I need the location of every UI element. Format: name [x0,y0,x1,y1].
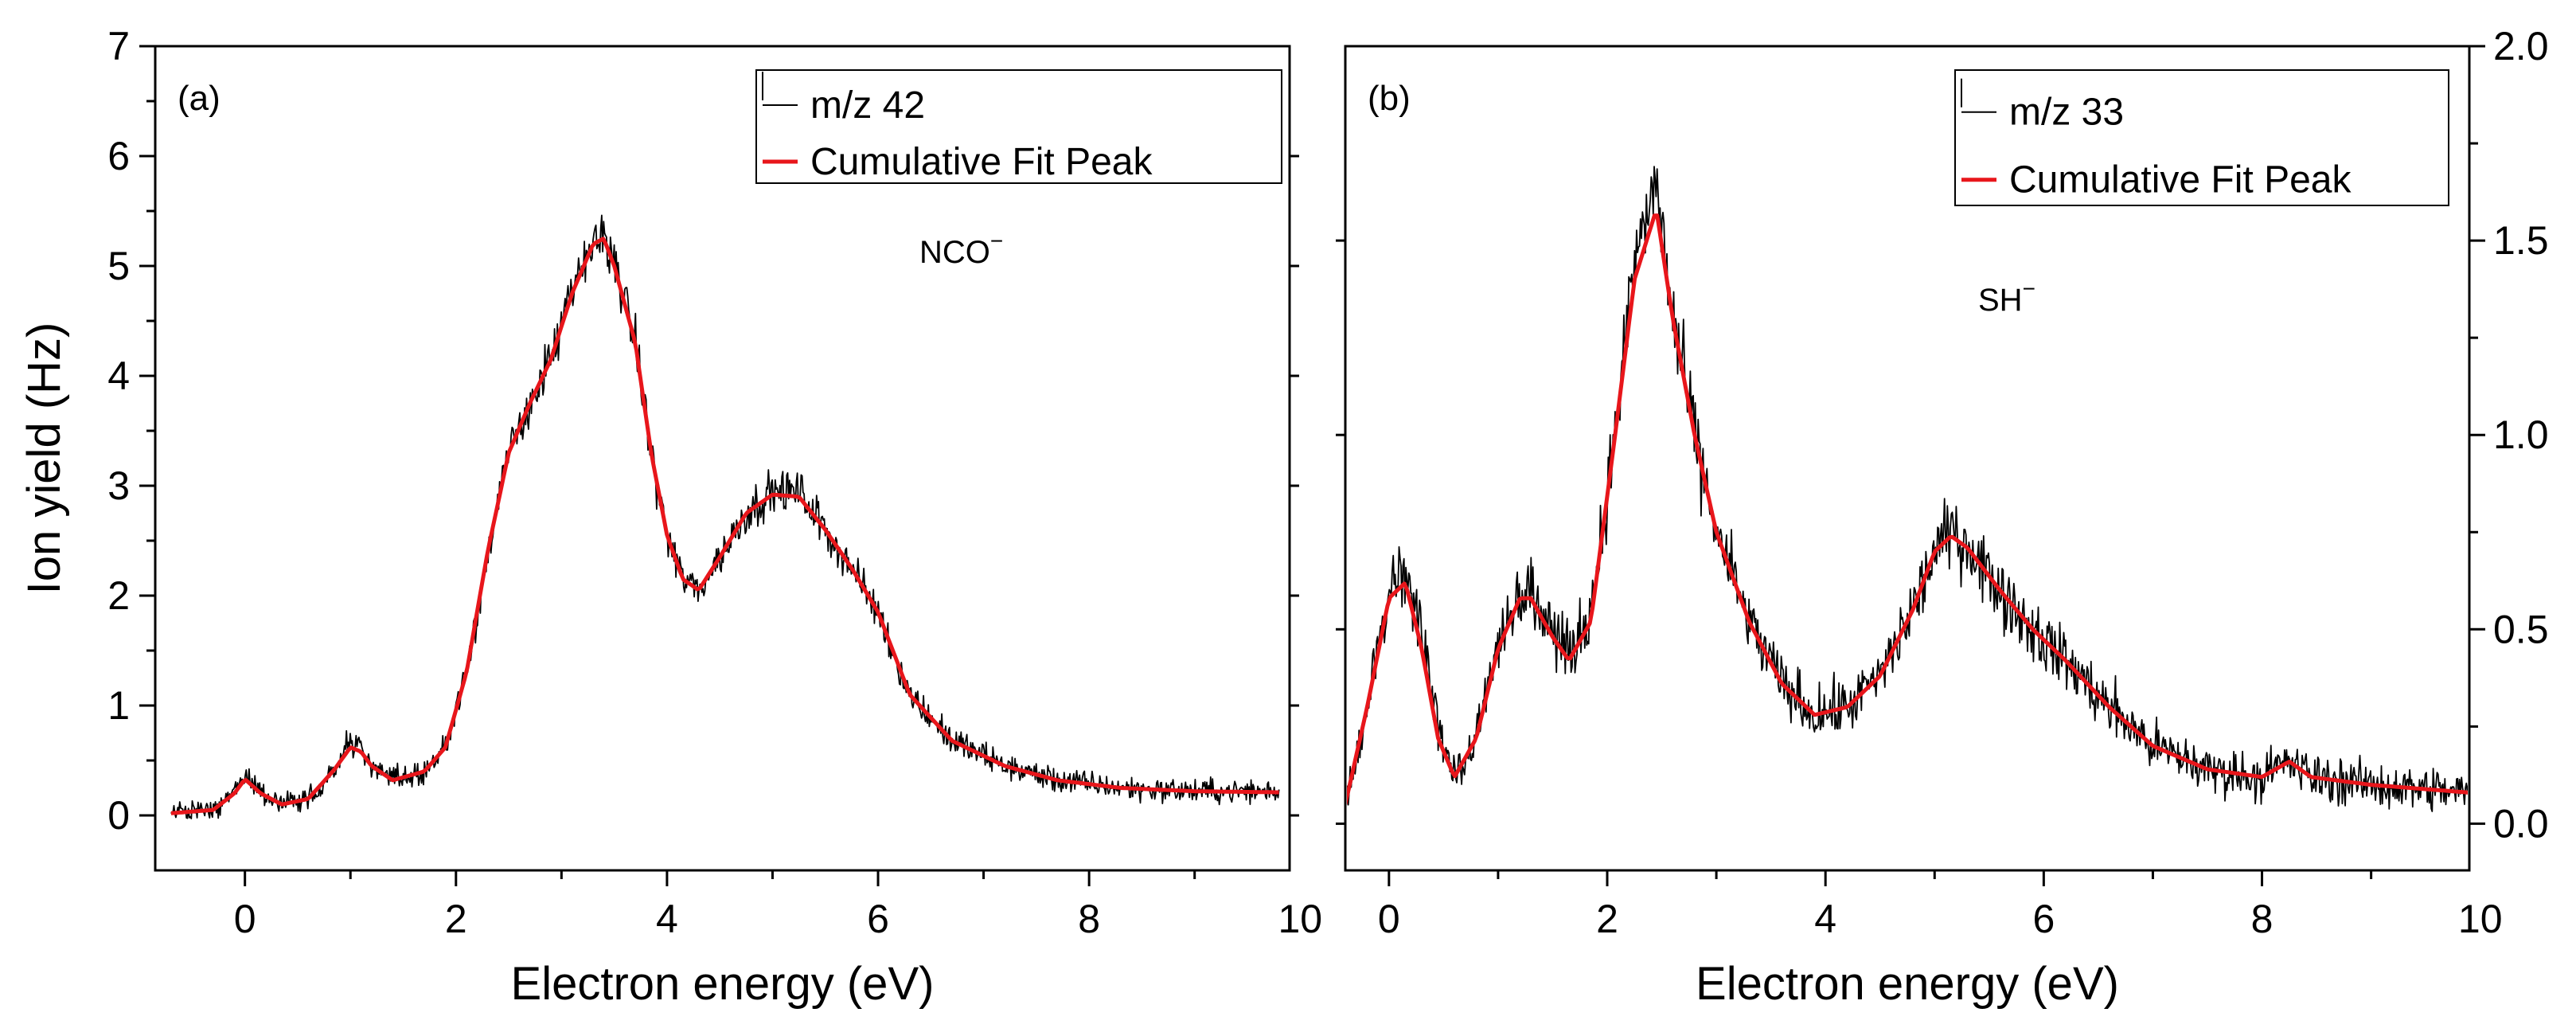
legend-entry-label: Cumulative Fit Peak [810,141,1153,183]
species-label: NCO− [919,229,1003,270]
legend-box [755,69,1282,184]
species-label: SH− [1978,276,2035,318]
x-tick-label: 2 [1596,897,1618,941]
x-tick-label: 8 [1078,897,1100,941]
x-tick-label: 2 [445,897,467,941]
panel-b: 0 2 4 6 8 10 0.0 0.5 1.0 1.5 2.0 Electron energy (e… [1336,24,2549,1010]
panel-label: (b) [1368,79,1411,118]
x-tick-label: 4 [656,897,678,941]
x-axis-title: Electron energy (eV) [511,958,935,1010]
x-tick-label: 8 [2251,897,2274,941]
series-fit-line [1347,213,2468,805]
y-tick-label: 5 [107,244,130,288]
legend: m/z 33 Cumulative Fit Peak [1954,69,2449,206]
panel-a: 0 2 4 6 8 10 0 1 2 3 4 5 6 7 Electron energy (eV) Ion y… [18,24,1322,1010]
legend-entry-label: m/z 33 [2009,92,2124,134]
y-tick-label: 3 [107,463,130,508]
x-tick-label: 6 [2032,897,2055,941]
y-tick-label: 2 [107,573,130,618]
x-tick-label: 10 [2458,897,2503,941]
panel-label: (a) [178,79,221,118]
y-tick-label: 0.5 [2493,607,2549,651]
legend-entry-label: m/z 42 [810,84,925,127]
x-tick-label: 0 [1378,897,1400,941]
y-tick-label: 4 [107,354,130,398]
y-tick-label: 2.0 [2493,24,2549,68]
y-tick-label: 0.0 [2493,801,2549,846]
x-tick-label: 0 [234,897,256,941]
y-tick-label: 0 [107,793,130,838]
x-tick-label: 6 [867,897,889,941]
y-tick-label: 1.0 [2493,412,2549,457]
x-axis-title: Electron energy (eV) [1696,958,2119,1010]
y-tick-label: 1.5 [2493,218,2549,263]
y-tick-label: 7 [107,24,130,68]
series-fit-line [170,236,1279,815]
plot-frame [154,45,1291,872]
x-tick-label: 4 [1814,897,1836,941]
y-axis-title: Ion yield (Hz) [18,322,70,595]
series-raw-data-line [170,214,1280,819]
y-tick-label: 6 [107,134,130,178]
y-tick-label: 1 [107,683,130,728]
legend-box [1954,69,2449,206]
x-tick-label: 10 [1278,897,1322,941]
plot-frame [1344,45,2471,872]
legend: m/z 42 Cumulative Fit Peak [755,69,1282,184]
legend-entry-label: Cumulative Fit Peak [2009,159,2352,201]
series-raw-data-line [1347,166,2468,812]
